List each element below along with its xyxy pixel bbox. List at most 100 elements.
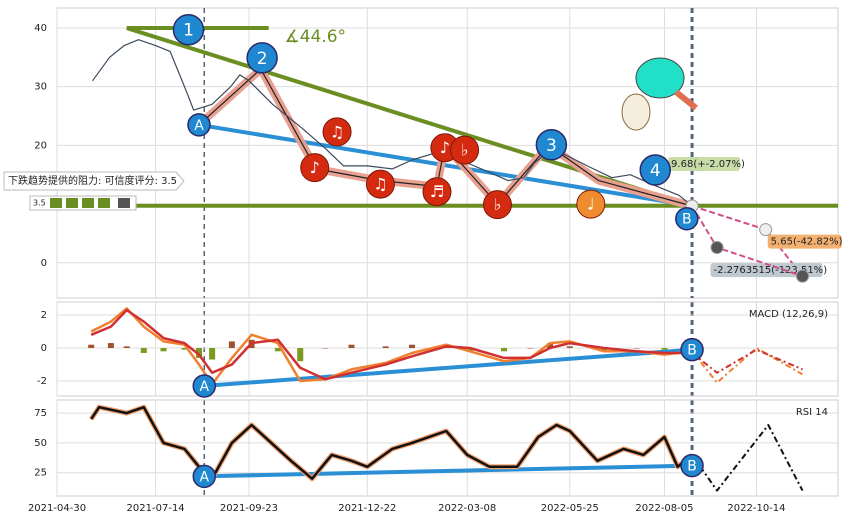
tooltip-box <box>3 171 185 191</box>
histogram-bar <box>196 348 202 358</box>
histogram-bar <box>527 348 534 349</box>
histogram-bar <box>348 344 355 349</box>
series-line <box>90 307 693 386</box>
histogram-bar <box>107 343 114 349</box>
histogram-bar <box>466 348 473 352</box>
point-label: 1 <box>183 21 194 41</box>
value-label-bg <box>767 234 842 249</box>
point-label: A <box>194 118 204 134</box>
point-marker <box>192 464 217 489</box>
angle-label: ∡44.6° <box>284 27 346 47</box>
histogram-bar <box>228 341 235 349</box>
y-tick-label: 2 <box>41 310 47 321</box>
y-tick-label: -2 <box>37 376 47 387</box>
badge-icon <box>82 198 94 208</box>
point-marker <box>680 337 704 362</box>
forecast-point <box>759 223 773 237</box>
forecast-line <box>691 347 803 384</box>
histogram-bar <box>209 348 216 360</box>
badge-icon <box>118 198 130 208</box>
y-tick-label: 75 <box>34 408 47 419</box>
value-label: 9.68(+-2.07%) <box>668 156 745 171</box>
value-label-text: -2.2763515(-123.51%) <box>714 265 828 276</box>
cartoon-paddle <box>635 57 685 99</box>
badge-icon <box>66 198 78 208</box>
note-icon <box>422 177 452 207</box>
value-label-text: 9.68(+-2.07%) <box>671 159 745 170</box>
x-tick-label: 2022-03-08 <box>438 503 496 514</box>
y-tick-label: 0 <box>41 258 47 269</box>
pattern-line <box>198 68 693 207</box>
note-glyph: ♭ <box>494 195 502 214</box>
histogram-bar <box>88 344 95 349</box>
note-glyph: ♪ <box>310 158 320 177</box>
histogram-bar <box>633 348 640 349</box>
note-icon <box>482 190 512 220</box>
y-tick-label: 30 <box>34 82 47 93</box>
value-label-bg <box>668 156 741 171</box>
y-tick-label: 20 <box>34 140 47 151</box>
x-tick-label: 2021-12-22 <box>338 503 396 514</box>
point-label: B <box>687 459 697 475</box>
histogram-bar <box>661 348 668 350</box>
cartoon-handle <box>674 89 698 111</box>
x-tick-label: 2022-05-25 <box>541 503 599 514</box>
point-marker <box>680 453 704 478</box>
note-glyph: ♬ <box>430 182 444 201</box>
point-label: 3 <box>546 136 557 156</box>
histogram-bar <box>274 348 281 352</box>
histogram-bar <box>160 348 167 352</box>
y-tick-label: 40 <box>34 23 47 34</box>
histogram-bar <box>297 348 304 362</box>
x-tick-label: 2022-08-05 <box>635 503 693 514</box>
point-label: B <box>682 212 692 228</box>
point-marker <box>675 206 699 231</box>
panel-label: RSI 14 <box>796 407 828 418</box>
note-icon <box>365 169 395 199</box>
decorations <box>621 57 698 131</box>
trend-line <box>198 122 693 208</box>
forecast-line <box>691 348 803 374</box>
note-glyph: ♩ <box>587 195 595 214</box>
histogram-bar <box>181 348 188 350</box>
histogram-bar <box>547 343 554 349</box>
point-label: A <box>199 379 209 395</box>
note-icon <box>300 153 330 183</box>
note-glyph: ♪ <box>440 138 450 157</box>
histogram-bar <box>600 348 607 352</box>
y-tick-label: 25 <box>34 468 47 479</box>
histogram-bar <box>566 346 573 349</box>
badge-icon <box>50 198 62 208</box>
histogram-bar <box>123 346 130 349</box>
tooltip-text: 下跌趋势提供的阻力: 可信度评分: 3.5 <box>8 174 177 187</box>
point-label: B <box>687 343 697 359</box>
note-glyph: ♭ <box>461 141 469 160</box>
badge-text: 3.5 <box>33 199 46 208</box>
series-line <box>92 39 693 207</box>
trend-line <box>204 347 693 388</box>
point-marker <box>535 129 568 161</box>
point-marker <box>246 42 278 74</box>
histogram-bar <box>501 348 508 352</box>
series-line <box>90 308 693 381</box>
histogram-bar <box>382 346 389 349</box>
y-tick-label: 0 <box>41 343 47 354</box>
point-label: 4 <box>650 161 661 181</box>
note-icon <box>322 117 352 147</box>
value-label: 5.65(-42.82%) <box>767 234 843 249</box>
point-label: A <box>199 469 209 485</box>
note-glyph: ♫ <box>330 122 344 141</box>
forecast-line <box>691 424 804 492</box>
x-tick-label: 2021-07-14 <box>127 503 185 514</box>
histogram-bar <box>140 348 147 353</box>
series-line <box>90 405 693 480</box>
point-marker <box>187 113 211 137</box>
point-marker <box>172 13 205 46</box>
histogram-bar <box>409 344 415 349</box>
x-tick-label: 2021-09-23 <box>220 503 278 514</box>
note-glyph: ♫ <box>373 175 387 194</box>
trend-line <box>204 463 693 479</box>
point-marker <box>639 154 671 186</box>
x-tick-label: 2022-10-14 <box>727 503 785 514</box>
